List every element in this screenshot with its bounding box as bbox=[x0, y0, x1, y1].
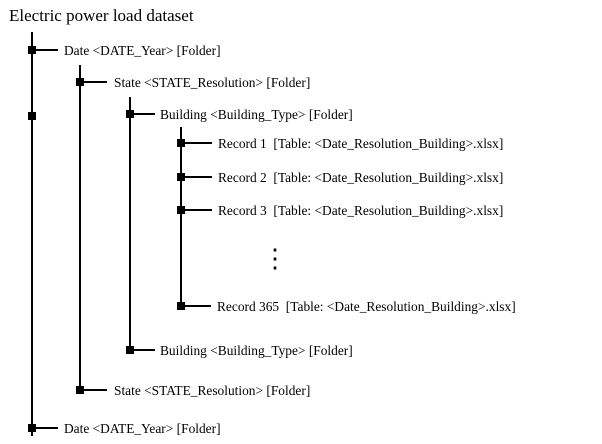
node-marker bbox=[126, 346, 134, 354]
tree-node-record-3: Record 3 [Table: <Date_Resolution_Buildi… bbox=[177, 203, 503, 218]
node-label: Date <DATE_Year> [Folder] bbox=[64, 421, 221, 436]
node-marker bbox=[126, 110, 134, 118]
node-marker bbox=[76, 386, 84, 394]
node-label: Record 3 [Table: <Date_Resolution_Buildi… bbox=[218, 203, 503, 218]
node-marker bbox=[28, 46, 36, 54]
node-label: State <STATE_Resolution> [Folder] bbox=[114, 75, 310, 90]
tree-node-building-folder: Building <Building_Type> [Folder] bbox=[126, 107, 353, 122]
node-label: Date <DATE_Year> [Folder] bbox=[64, 43, 221, 58]
tree-node-building-folder-2: Building <Building_Type> [Folder] bbox=[126, 343, 353, 358]
node-marker bbox=[177, 139, 185, 147]
node-label: State <STATE_Resolution> [Folder] bbox=[114, 383, 310, 398]
tree-node-state-folder-2: State <STATE_Resolution> [Folder] bbox=[76, 383, 310, 398]
node-label: Record 2 [Table: <Date_Resolution_Buildi… bbox=[218, 170, 503, 185]
node-marker bbox=[177, 173, 185, 181]
node-label: Building <Building_Type> [Folder] bbox=[160, 343, 353, 358]
tree-node-record-365: Record 365 [Table: <Date_Resolution_Buil… bbox=[177, 299, 516, 314]
node-marker bbox=[28, 424, 36, 432]
node-marker bbox=[177, 206, 185, 214]
node-marker bbox=[76, 78, 84, 86]
diagram-title: Electric power load dataset bbox=[9, 6, 194, 25]
ellipsis-dots: ⋮ bbox=[262, 244, 288, 274]
node-marker bbox=[177, 302, 185, 310]
tree-node-date-folder: Date <DATE_Year> [Folder] bbox=[28, 43, 221, 58]
tree-node-record-2: Record 2 [Table: <Date_Resolution_Buildi… bbox=[177, 170, 503, 185]
tree-node-state-folder: State <STATE_Resolution> [Folder] bbox=[76, 75, 310, 90]
tree-node-record-1: Record 1 [Table: <Date_Resolution_Buildi… bbox=[177, 136, 503, 151]
node-label: Building <Building_Type> [Folder] bbox=[160, 107, 353, 122]
node-label: Record 1 [Table: <Date_Resolution_Buildi… bbox=[218, 136, 503, 151]
tree-node-date-folder-2: Date <DATE_Year> [Folder] bbox=[28, 421, 221, 436]
trunk-marker bbox=[28, 112, 36, 120]
node-label: Record 365 [Table: <Date_Resolution_Buil… bbox=[217, 299, 516, 314]
